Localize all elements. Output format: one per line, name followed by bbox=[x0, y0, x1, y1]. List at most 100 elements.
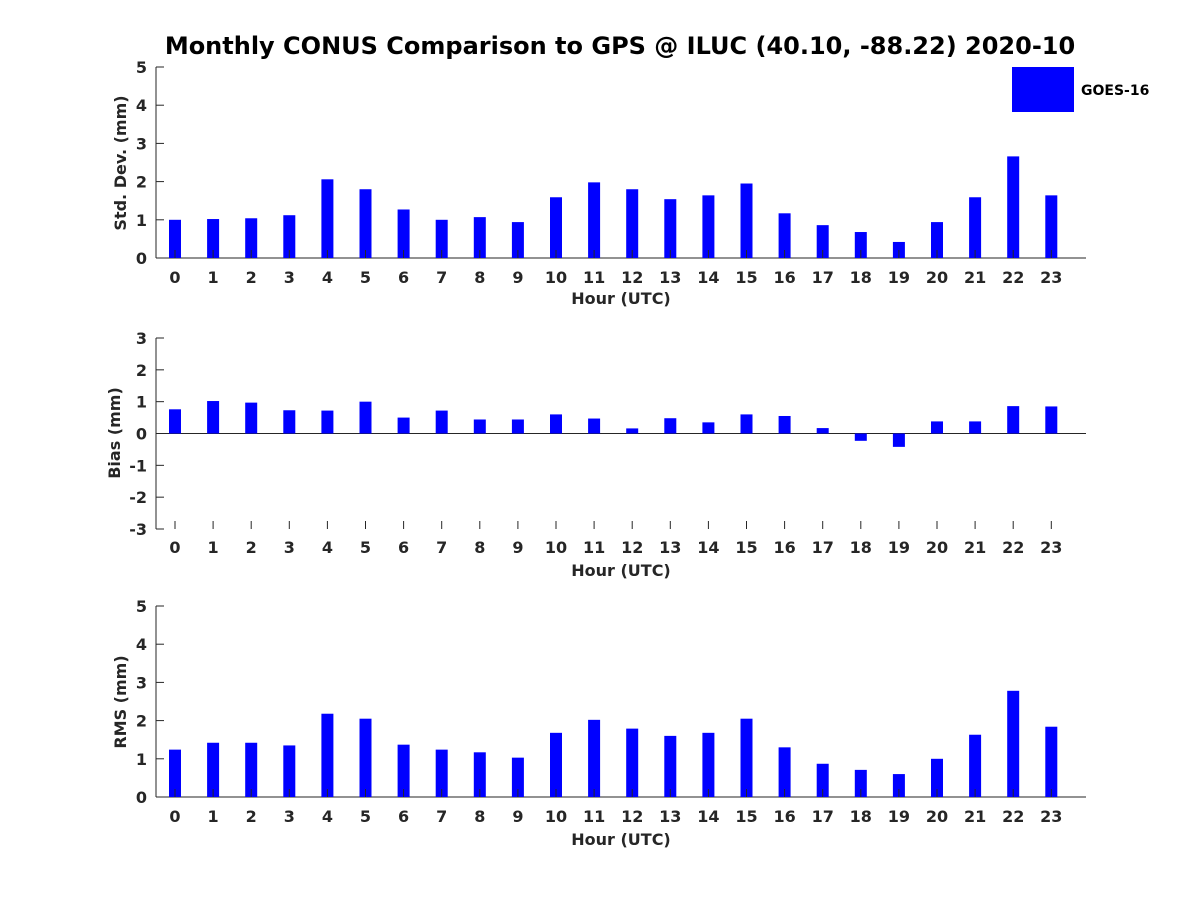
x-tick-label: 16 bbox=[773, 538, 795, 557]
x-tick-label: 17 bbox=[812, 268, 834, 287]
bar bbox=[321, 410, 334, 434]
bar bbox=[778, 747, 791, 797]
x-tick-label: 14 bbox=[697, 268, 719, 287]
x-tick-label: 8 bbox=[474, 807, 485, 826]
bar bbox=[473, 217, 486, 258]
bar bbox=[854, 232, 867, 258]
x-axis-label: Hour (UTC) bbox=[571, 830, 671, 849]
x-tick-label: 0 bbox=[169, 268, 180, 287]
x-tick-label: 4 bbox=[322, 807, 333, 826]
bar bbox=[511, 419, 524, 434]
x-tick-label: 17 bbox=[812, 807, 834, 826]
bar bbox=[397, 209, 410, 258]
bar bbox=[626, 728, 639, 797]
y-axis-label: Std. Dev. (mm) bbox=[111, 95, 130, 230]
bar bbox=[511, 222, 524, 258]
bar bbox=[892, 433, 905, 447]
x-tick-label: 22 bbox=[1002, 268, 1024, 287]
y-tick-label: -1 bbox=[129, 456, 147, 475]
x-tick-label: 2 bbox=[246, 538, 257, 557]
x-tick-label: 10 bbox=[545, 538, 567, 557]
bar bbox=[778, 415, 791, 434]
x-tick-label: 14 bbox=[697, 538, 719, 557]
x-tick-label: 5 bbox=[360, 538, 371, 557]
y-tick-label: 3 bbox=[136, 673, 147, 692]
x-tick-label: 8 bbox=[474, 268, 485, 287]
bar bbox=[931, 421, 943, 434]
x-tick-label: 0 bbox=[169, 538, 180, 557]
x-tick-label: 23 bbox=[1040, 268, 1062, 287]
x-tick-label: 23 bbox=[1040, 807, 1062, 826]
bar bbox=[245, 742, 258, 797]
x-tick-label: 1 bbox=[208, 538, 219, 557]
y-tick-label: 3 bbox=[136, 134, 147, 153]
x-tick-label: 11 bbox=[583, 268, 605, 287]
x-tick-label: 6 bbox=[398, 807, 409, 826]
bar bbox=[892, 774, 905, 797]
x-tick-label: 18 bbox=[850, 807, 872, 826]
bar bbox=[550, 414, 562, 434]
y-tick-label: 2 bbox=[136, 712, 147, 731]
bar bbox=[283, 745, 296, 797]
y-tick-label: 2 bbox=[136, 361, 147, 380]
x-tick-label: 10 bbox=[545, 268, 567, 287]
x-tick-label: 15 bbox=[735, 538, 757, 557]
x-axis-label: Hour (UTC) bbox=[571, 289, 671, 308]
bar bbox=[854, 433, 867, 441]
x-tick-label: 19 bbox=[888, 538, 910, 557]
bar bbox=[207, 219, 220, 258]
bar bbox=[473, 752, 486, 797]
x-tick-label: 7 bbox=[436, 268, 447, 287]
bar bbox=[169, 409, 181, 434]
y-tick-label: 3 bbox=[136, 329, 147, 348]
x-tick-label: 3 bbox=[284, 807, 295, 826]
bar bbox=[702, 422, 715, 434]
x-tick-label: 12 bbox=[621, 268, 643, 287]
bar bbox=[740, 414, 753, 434]
bar bbox=[892, 241, 905, 258]
bar bbox=[283, 410, 296, 434]
x-tick-label: 9 bbox=[512, 538, 523, 557]
x-tick-label: 6 bbox=[398, 268, 409, 287]
bar bbox=[588, 719, 601, 797]
y-tick-label: 4 bbox=[136, 635, 147, 654]
y-tick-label: 1 bbox=[136, 393, 147, 412]
bar bbox=[321, 179, 334, 258]
x-tick-label: 10 bbox=[545, 807, 567, 826]
bar bbox=[854, 769, 867, 797]
x-tick-label: 22 bbox=[1002, 538, 1024, 557]
x-tick-label: 7 bbox=[436, 538, 447, 557]
y-tick-label: 0 bbox=[136, 425, 147, 444]
x-tick-label: 8 bbox=[474, 538, 485, 557]
x-tick-label: 4 bbox=[322, 538, 333, 557]
bar bbox=[664, 199, 677, 258]
bar bbox=[207, 401, 220, 434]
bar bbox=[245, 218, 258, 258]
x-tick-label: 9 bbox=[512, 807, 523, 826]
x-tick-label: 20 bbox=[926, 268, 948, 287]
x-tick-label: 7 bbox=[436, 807, 447, 826]
bar bbox=[816, 428, 829, 434]
x-tick-label: 1 bbox=[208, 268, 219, 287]
x-tick-label: 5 bbox=[360, 268, 371, 287]
bar bbox=[359, 401, 372, 434]
x-tick-label: 19 bbox=[888, 268, 910, 287]
x-axis-label: Hour (UTC) bbox=[571, 561, 671, 580]
bar bbox=[1045, 726, 1058, 797]
bar bbox=[664, 735, 677, 797]
bar bbox=[969, 197, 982, 258]
bar bbox=[664, 418, 677, 434]
bar bbox=[816, 225, 829, 258]
bar bbox=[359, 718, 372, 797]
bar bbox=[511, 757, 524, 797]
y-tick-label: 0 bbox=[136, 249, 147, 268]
x-tick-label: 12 bbox=[621, 807, 643, 826]
bar bbox=[969, 734, 982, 797]
x-tick-label: 20 bbox=[926, 807, 948, 826]
x-tick-label: 16 bbox=[773, 268, 795, 287]
y-tick-label: -2 bbox=[129, 488, 147, 507]
